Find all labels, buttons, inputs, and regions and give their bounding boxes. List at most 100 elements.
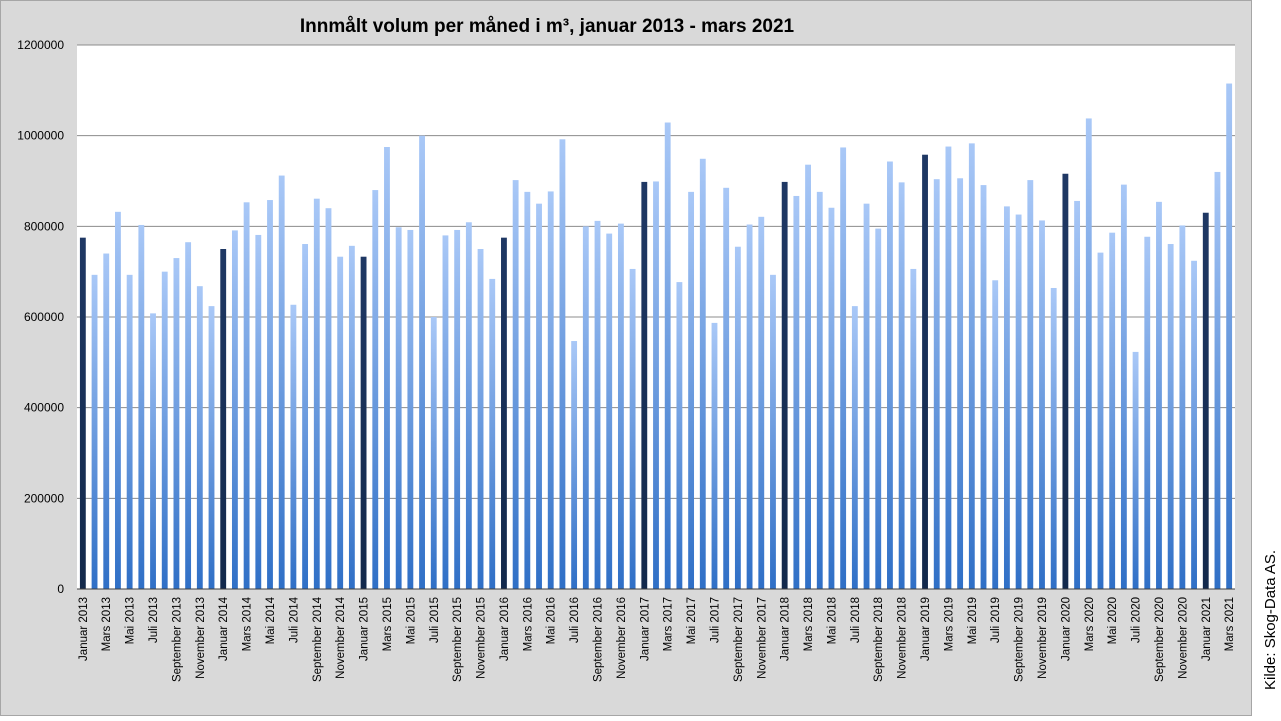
x-tick-label: September 2017 (733, 597, 745, 682)
x-tick-label: Januar 2016 (499, 597, 511, 661)
x-tick-label: Januar 2014 (218, 596, 230, 661)
bar-january (641, 181, 648, 589)
bar (547, 191, 554, 589)
bar (1039, 220, 1045, 589)
x-tick-label: Juli 2016 (569, 597, 581, 643)
bar (1144, 236, 1151, 589)
bar (489, 278, 496, 589)
x-tick-label: Januar 2019 (920, 597, 932, 661)
bar (746, 224, 753, 589)
bar (851, 306, 858, 589)
bar (325, 208, 332, 589)
bar (1120, 184, 1127, 590)
x-tick-label: Mai 2014 (265, 596, 277, 644)
bar (1214, 171, 1221, 589)
x-tick-label: Juli 2019 (990, 597, 1002, 643)
x-tick-label: Mai 2019 (967, 597, 979, 644)
x-tick-label: September 2020 (1154, 597, 1166, 682)
bar (278, 175, 285, 589)
bar (688, 191, 695, 589)
bar (606, 233, 613, 589)
x-tick-label: Mars 2017 (663, 597, 675, 651)
y-tick-label: 400000 (24, 401, 64, 415)
x-tick-label: Mai 2013 (125, 597, 137, 644)
x-tick-label: Mars 2018 (803, 597, 815, 651)
bar (887, 161, 893, 590)
bar (477, 249, 484, 589)
x-tick-label: Januar 2020 (1060, 597, 1072, 661)
chart-title: Innmålt volum per måned i m³, januar 201… (300, 16, 795, 37)
bar (337, 256, 344, 589)
x-tick-label: Mars 2013 (101, 597, 113, 651)
bar (617, 223, 624, 589)
bar-january (220, 249, 227, 589)
bar (910, 268, 917, 589)
x-tick-label: November 2020 (1177, 597, 1189, 679)
y-tick-label: 1000000 (17, 129, 64, 143)
x-tick-label: Januar 2013 (78, 597, 90, 661)
y-tick-label: 0 (57, 582, 64, 596)
bar-january (922, 154, 928, 589)
y-tick-label: 600000 (24, 310, 64, 324)
bar (1003, 206, 1010, 590)
bar (243, 202, 250, 589)
bar-january (79, 237, 86, 589)
x-tick-label: Juli 2018 (850, 597, 862, 643)
y-tick-label: 800000 (24, 219, 64, 233)
x-tick-label: November 2014 (335, 596, 347, 678)
bar (1156, 201, 1162, 589)
x-tick-label: November 2018 (897, 597, 909, 679)
bar (793, 195, 800, 589)
bar (231, 230, 238, 589)
bar (664, 122, 671, 590)
x-tick-label: September 2013 (171, 597, 183, 682)
bar (828, 207, 835, 589)
bar (571, 341, 578, 589)
bar (711, 322, 718, 589)
x-tick-label: September 2018 (873, 597, 885, 682)
bar (653, 181, 659, 589)
bar (898, 182, 905, 590)
x-tick-label: Januar 2015 (359, 597, 371, 661)
x-tick-label: Juli 2013 (148, 597, 160, 643)
x-tick-label: September 2019 (1014, 597, 1026, 682)
bar (1109, 232, 1116, 589)
x-tick-label: Mars 2019 (943, 597, 955, 651)
y-tick-label: 200000 (24, 491, 64, 505)
bar (875, 228, 882, 589)
bar (454, 229, 461, 589)
bar (770, 274, 776, 589)
bar (863, 203, 870, 589)
bar-january (1062, 173, 1069, 589)
bar (840, 147, 847, 589)
bar (465, 222, 472, 589)
bar-january (1202, 212, 1209, 589)
bar (980, 185, 987, 589)
bar (103, 253, 110, 590)
bar (536, 203, 542, 589)
x-tick-label: Mai 2016 (546, 597, 558, 644)
x-tick-label: Juli 2014 (288, 596, 300, 643)
bar (1191, 260, 1197, 589)
bar (1179, 225, 1186, 589)
x-tick-label: September 2015 (452, 597, 464, 682)
bar (992, 280, 999, 589)
bar (1050, 287, 1057, 589)
x-tick-label: Mars 2021 (1224, 597, 1236, 651)
bar (384, 147, 390, 589)
bar (115, 211, 121, 589)
bar (348, 245, 355, 589)
bar-january (501, 237, 507, 589)
bar (968, 143, 975, 589)
bar (734, 246, 741, 589)
bar (267, 200, 273, 590)
x-tick-label: Juli 2017 (709, 597, 721, 643)
bar (1097, 252, 1104, 590)
bar (1085, 118, 1092, 589)
bar-chart: 0 200000 400000 600000 800000 1000000 1200000 J… (17, 16, 1236, 682)
x-tick-label: Mars 2014 (242, 596, 254, 651)
y-tick-label: 1200000 (17, 38, 64, 52)
x-tick-label: Januar 2018 (780, 597, 792, 661)
x-tick-label: November 2013 (195, 597, 207, 679)
bar-january (360, 256, 367, 589)
